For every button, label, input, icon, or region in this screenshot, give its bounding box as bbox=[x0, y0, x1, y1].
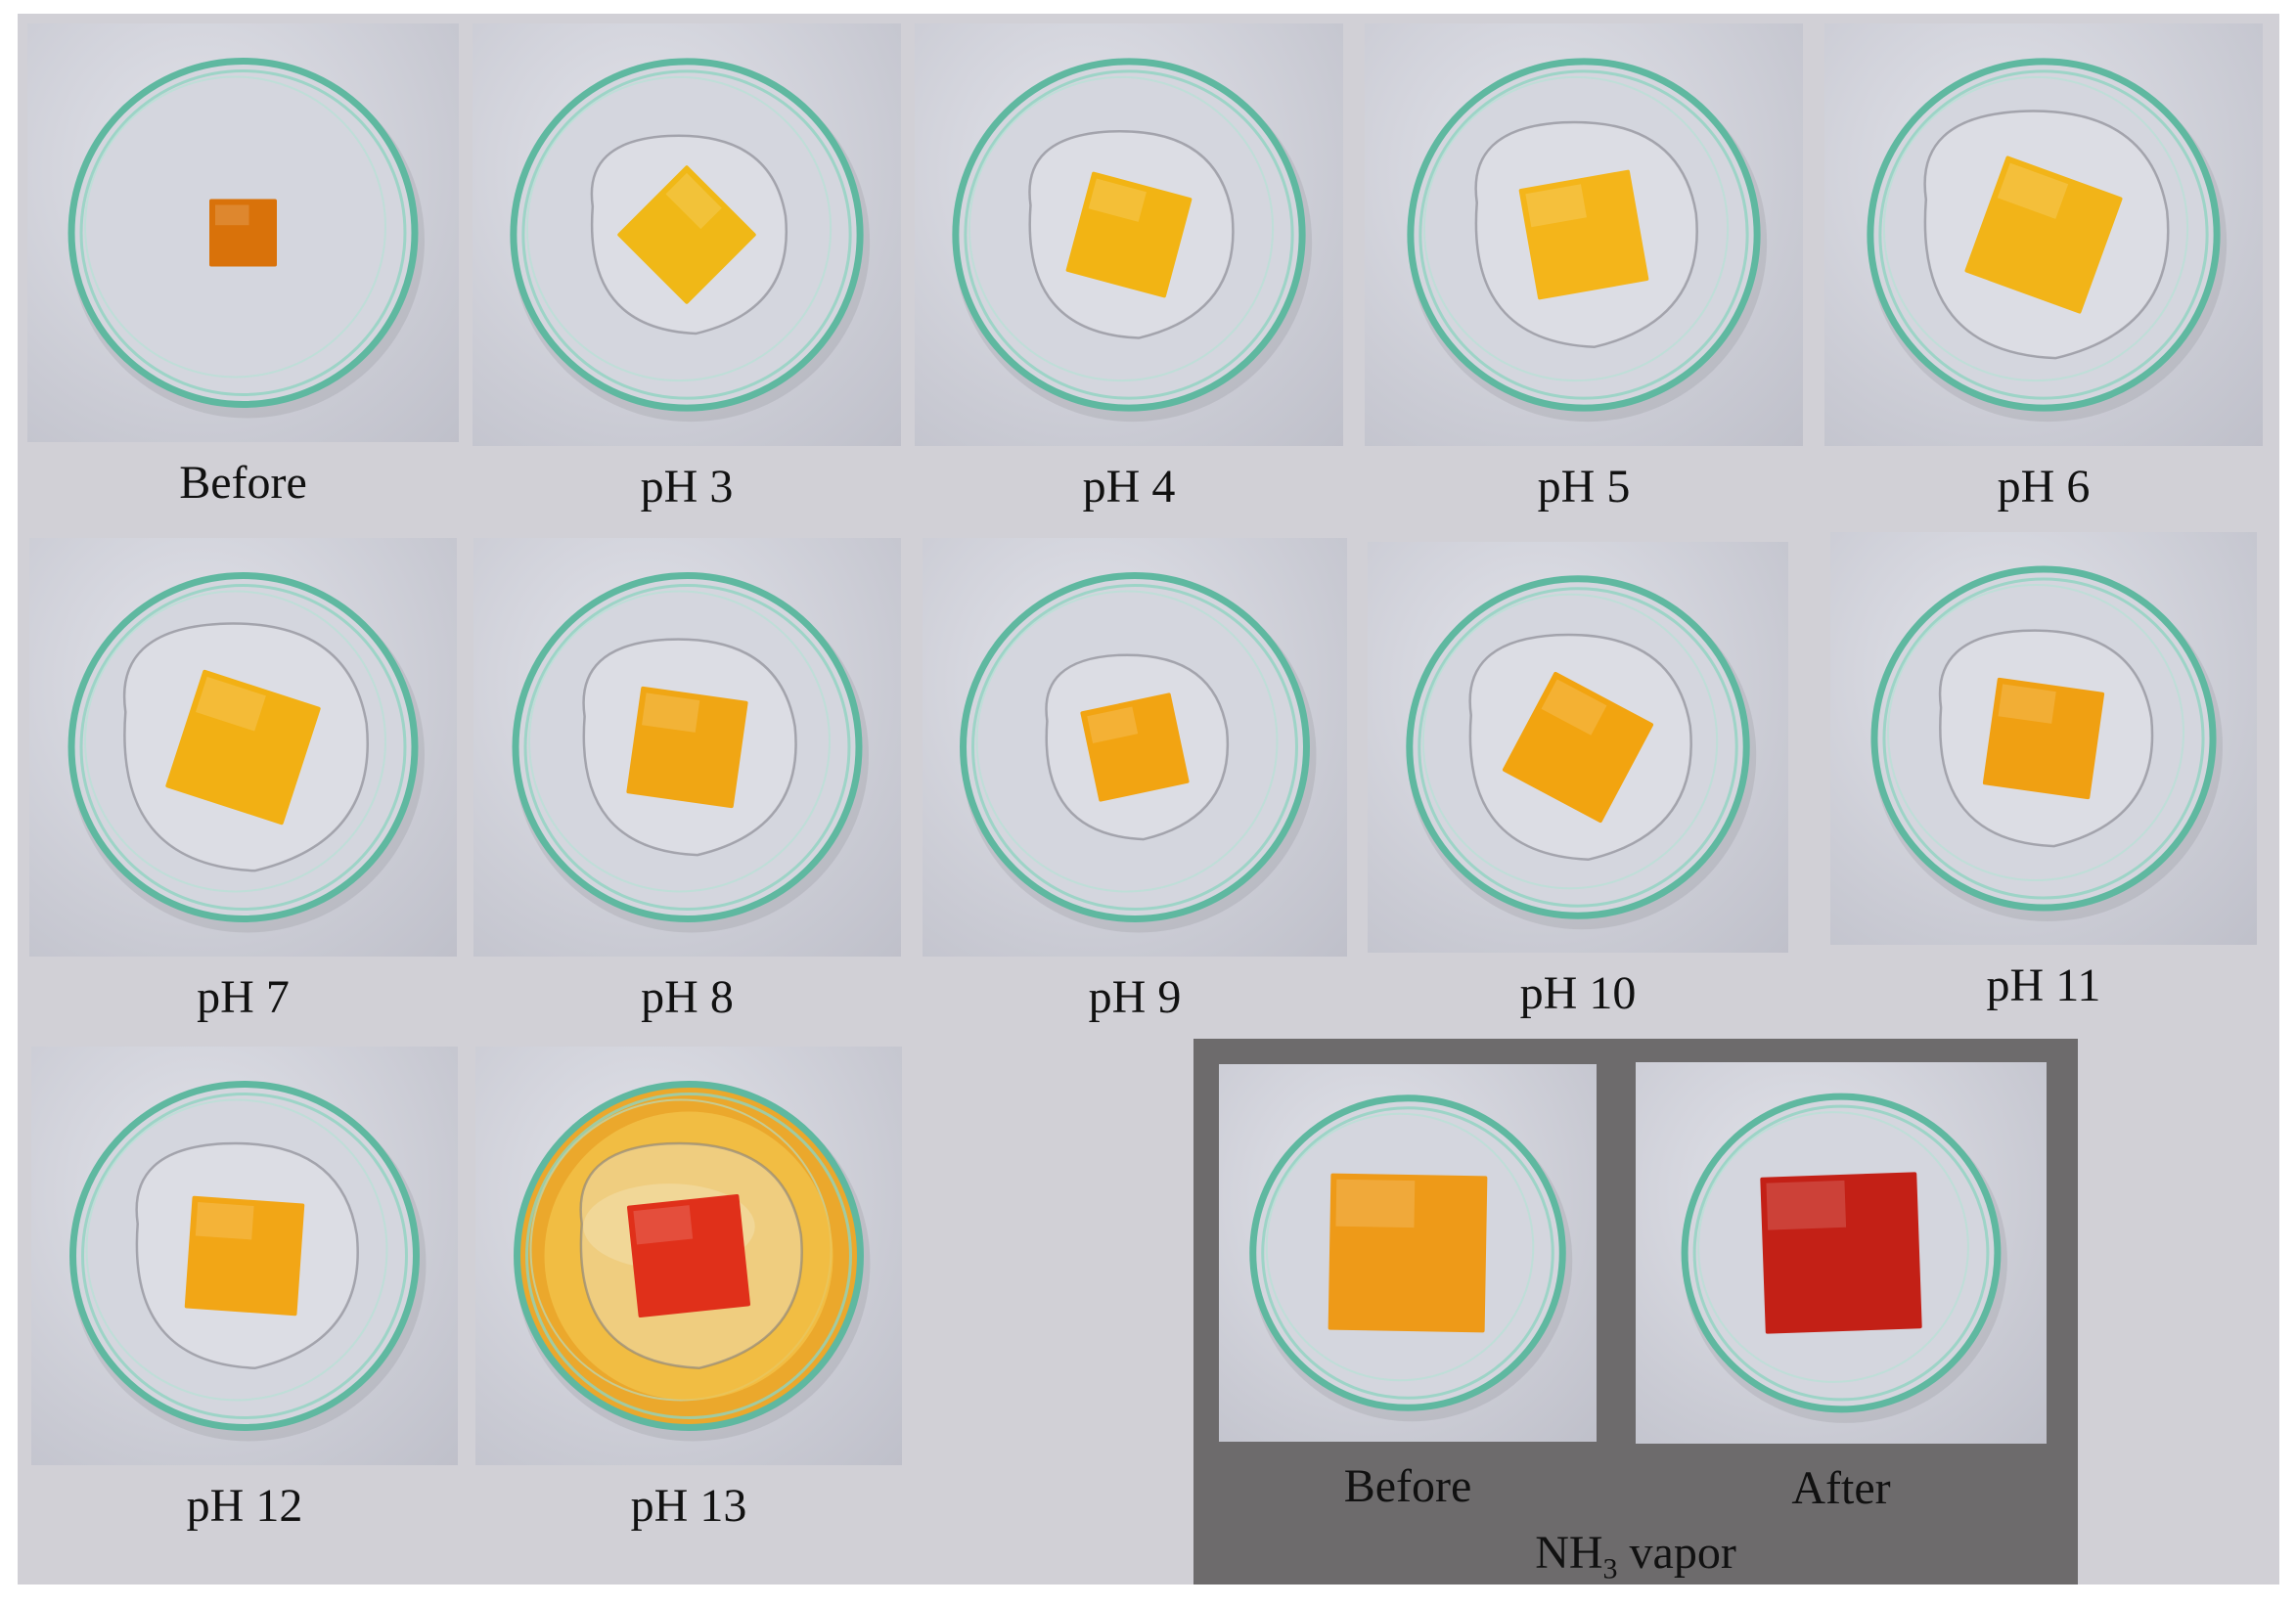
panel-ph7-label: pH 7 bbox=[197, 971, 290, 1023]
nh3-before-panel-petri-dish bbox=[1249, 1094, 1573, 1422]
panel-ph5-photo bbox=[1365, 23, 1803, 446]
panel-ph6-film-sample bbox=[1964, 156, 2123, 314]
nh3-vapor-title: NH3 vapor bbox=[1535, 1527, 1736, 1585]
nh3-before-panel-photo bbox=[1219, 1064, 1597, 1442]
figure: Before pH 3 pH 4 pH 5 pH 6 pH 7 pH 8 pH … bbox=[18, 14, 2279, 1585]
panel-ph4-photo bbox=[915, 23, 1343, 446]
panel-ph10-photo bbox=[1368, 542, 1788, 953]
panel-ph13-label: pH 13 bbox=[630, 1480, 747, 1532]
panel-ph8-film-sample bbox=[626, 686, 748, 809]
panel-ph9-petri-dish bbox=[960, 572, 1317, 933]
panel-ph5-petri-dish bbox=[1407, 58, 1768, 423]
nh3-before-panel-label: Before bbox=[1343, 1460, 1472, 1512]
panel-ph3-film-sample bbox=[617, 165, 756, 304]
panel-ph9-film-sample bbox=[1080, 692, 1190, 802]
panel-ph10-petri-dish bbox=[1406, 575, 1757, 930]
panel-ph5-film-sample bbox=[1518, 169, 1649, 300]
panel-ph8-photo bbox=[473, 538, 901, 957]
panel-ph12-petri-dish bbox=[69, 1081, 427, 1442]
panel-ph12-photo bbox=[31, 1047, 458, 1465]
panel-ph7-film-sample bbox=[165, 669, 321, 826]
panel-ph8-petri-dish bbox=[512, 572, 869, 933]
panel-ph6-label: pH 6 bbox=[1997, 461, 2091, 513]
panel-ph12-label: pH 12 bbox=[186, 1480, 303, 1532]
panel-ph5-label: pH 5 bbox=[1537, 461, 1631, 513]
panel-ph6-photo bbox=[1824, 23, 2263, 446]
panel-ph9-label: pH 9 bbox=[1088, 971, 1182, 1023]
panel-ph4-film-sample bbox=[1065, 171, 1193, 298]
panel-before-label: Before bbox=[179, 457, 307, 509]
panel-ph10-label: pH 10 bbox=[1519, 967, 1637, 1019]
panel-ph7-petri-dish bbox=[68, 572, 425, 933]
panel-ph11-film-sample bbox=[1982, 677, 2105, 800]
panel-before-petri-dish bbox=[68, 58, 425, 419]
panel-ph9-photo bbox=[923, 538, 1347, 957]
panel-ph11-label: pH 11 bbox=[1986, 960, 2101, 1011]
panel-ph7-photo bbox=[29, 538, 457, 957]
panel-ph11-petri-dish bbox=[1870, 565, 2224, 922]
nh3-before-panel-film-sample bbox=[1328, 1173, 1488, 1333]
nh3-after-panel-photo bbox=[1636, 1062, 2047, 1444]
panel-ph4-label: pH 4 bbox=[1082, 461, 1176, 513]
panel-ph3-label: pH 3 bbox=[640, 461, 734, 513]
nh3-vapor-panel: Before After NH3 vapor bbox=[1193, 1039, 2078, 1585]
panel-ph11-photo bbox=[1830, 532, 2257, 945]
panel-ph10-film-sample bbox=[1502, 671, 1654, 824]
panel-ph13-photo bbox=[475, 1047, 902, 1465]
panel-ph3-petri-dish bbox=[510, 58, 871, 423]
panel-ph13-petri-dish bbox=[514, 1081, 871, 1442]
nh3-after-panel-label: After bbox=[1791, 1462, 1891, 1514]
panel-ph6-petri-dish bbox=[1867, 58, 2228, 423]
panel-before-film-sample bbox=[209, 199, 277, 267]
panel-ph13-film-sample bbox=[627, 1194, 750, 1317]
panel-ph12-film-sample bbox=[184, 1195, 305, 1317]
panel-before-photo bbox=[27, 23, 459, 442]
nh3-after-panel-petri-dish bbox=[1681, 1093, 2007, 1423]
panel-ph4-petri-dish bbox=[952, 58, 1313, 423]
panel-ph3-photo bbox=[473, 23, 901, 446]
nh3-after-panel-film-sample bbox=[1760, 1172, 1922, 1334]
panel-ph8-label: pH 8 bbox=[641, 971, 734, 1023]
